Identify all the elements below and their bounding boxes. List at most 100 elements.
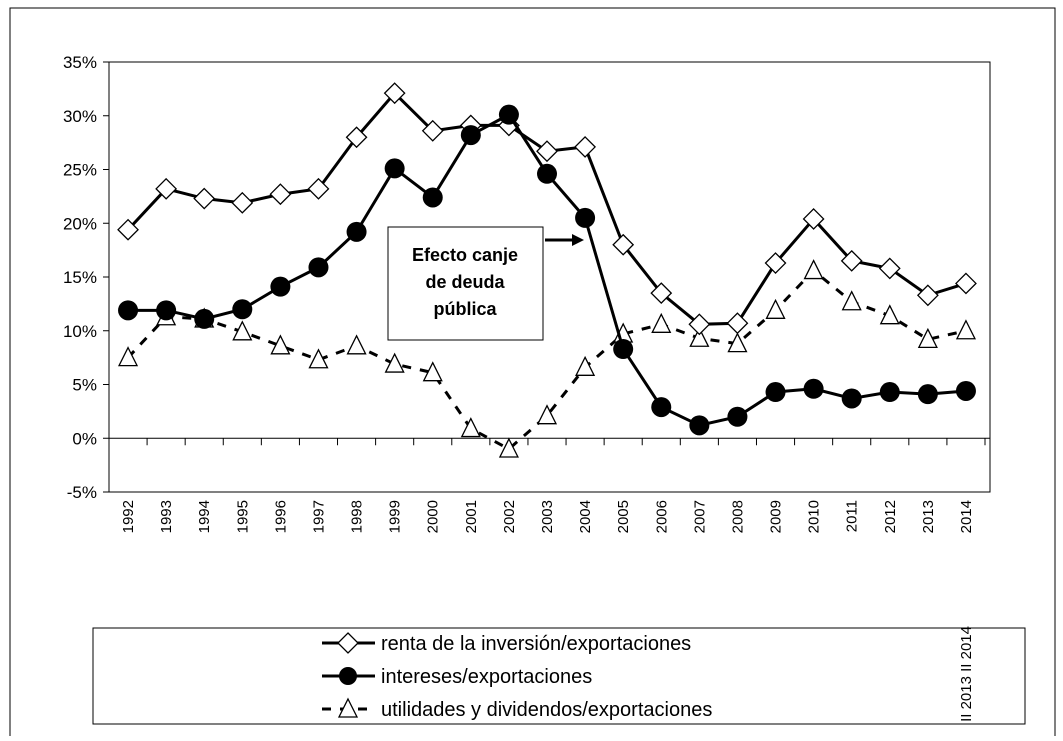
y-tick-label: -5% xyxy=(67,483,97,502)
x-tick-label: 1997 xyxy=(310,500,327,533)
triangle-marker xyxy=(575,355,596,376)
legend-label: intereses/exportaciones xyxy=(381,666,592,688)
circle-marker xyxy=(765,382,786,403)
chart-frame xyxy=(9,7,1056,741)
triangle-marker xyxy=(460,417,481,438)
diamond-marker xyxy=(574,136,597,158)
y-tick-label: 10% xyxy=(63,322,97,341)
y-tick-label: 5% xyxy=(72,376,97,395)
diamond-marker xyxy=(840,249,863,272)
circle-marker xyxy=(613,339,634,360)
legend-label: renta de la inversión/exportaciones xyxy=(381,633,691,655)
triangle-marker xyxy=(117,346,139,367)
x-tick-label: 2013 xyxy=(920,500,937,533)
circle-marker xyxy=(841,388,862,409)
diamond-marker xyxy=(612,233,635,256)
circle-marker xyxy=(118,300,139,321)
annotation-text: pública xyxy=(433,299,497,319)
circle-marker xyxy=(651,397,672,418)
x-tick-label: 2002 xyxy=(501,500,518,533)
x-tick-label: 2007 xyxy=(691,500,708,533)
circle-marker xyxy=(689,415,710,436)
diamond-marker xyxy=(916,284,939,307)
annotation-text: de deuda xyxy=(425,272,505,292)
triangle-marker xyxy=(498,437,519,458)
legend-marker xyxy=(339,667,357,685)
y-tick-label: 15% xyxy=(63,268,97,287)
annotation-text: Efecto canje xyxy=(412,245,518,265)
triangle-marker xyxy=(689,326,710,347)
circle-marker xyxy=(537,163,557,184)
triangle-marker xyxy=(803,259,824,280)
triangle-marker xyxy=(232,320,253,341)
triangle-marker xyxy=(308,348,329,369)
x-tick-label: 2012 xyxy=(882,500,899,533)
x-tick-label: 2003 xyxy=(539,500,556,533)
diamond-marker xyxy=(878,257,901,280)
x-tick-label: 2004 xyxy=(577,500,594,533)
diamond-marker xyxy=(231,191,254,214)
circle-marker xyxy=(879,382,900,403)
x-tick-label: 2014 xyxy=(958,500,975,533)
circle-marker xyxy=(384,158,405,179)
diamond-marker xyxy=(536,140,558,163)
triangle-marker xyxy=(841,290,862,311)
x-tick-label: 1993 xyxy=(158,500,175,533)
circle-marker xyxy=(727,406,748,427)
triangle-marker xyxy=(346,334,367,355)
diamond-marker xyxy=(688,313,711,336)
x-tick-label: 1992 xyxy=(120,500,137,533)
triangle-marker xyxy=(955,319,977,340)
diamond-marker xyxy=(802,208,825,230)
x-tick-label: 2006 xyxy=(653,500,670,533)
diamond-marker xyxy=(269,183,292,206)
legend-marker xyxy=(337,632,359,654)
y-tick-label: 30% xyxy=(63,107,97,126)
triangle-marker xyxy=(917,327,938,349)
circle-marker xyxy=(308,257,329,278)
circle-marker xyxy=(346,221,367,242)
y-tick-label: 35% xyxy=(63,53,97,72)
x-tick-label: 2008 xyxy=(729,500,746,533)
y-tick-label: 25% xyxy=(63,161,97,180)
x-tick-label: 1994 xyxy=(196,500,213,533)
x-tick-label: 1995 xyxy=(234,500,251,533)
triangle-marker xyxy=(765,298,786,319)
circle-marker xyxy=(156,300,177,321)
circle-marker xyxy=(460,125,481,146)
legend-label: utilidades y dividendos/exportaciones xyxy=(381,699,712,721)
x-tick-label: 2009 xyxy=(768,500,785,533)
circle-marker xyxy=(270,276,291,297)
circle-marker xyxy=(232,299,253,320)
diamond-marker xyxy=(383,82,406,105)
triangle-marker xyxy=(384,352,405,373)
triangle-marker xyxy=(536,404,558,425)
y-tick-label: 0% xyxy=(72,429,97,448)
triangle-marker xyxy=(270,334,291,355)
triangle-marker xyxy=(422,361,443,382)
circle-marker xyxy=(955,380,976,401)
diamond-marker xyxy=(726,312,749,335)
x-tick-label: 2001 xyxy=(463,500,480,533)
diamond-marker xyxy=(421,119,444,142)
circle-marker xyxy=(194,308,215,329)
circle-marker xyxy=(917,384,938,405)
circle-marker xyxy=(575,207,596,228)
diamond-marker xyxy=(117,218,139,241)
triangle-marker xyxy=(879,304,900,325)
x-tick-label: 2000 xyxy=(425,500,442,533)
circle-marker xyxy=(498,104,519,125)
legend-marker xyxy=(337,697,359,718)
diamond-marker xyxy=(307,177,330,200)
x-tick-label: 1996 xyxy=(272,500,289,533)
x-tick-label: 1998 xyxy=(349,500,366,533)
diamond-marker xyxy=(650,282,673,305)
diamond-marker xyxy=(193,187,216,210)
x-tick-label: 2011 xyxy=(844,500,861,532)
series-line xyxy=(126,268,967,451)
annotation-box xyxy=(387,226,544,341)
x-tick-label: 1999 xyxy=(387,500,404,533)
triangle-marker xyxy=(651,312,672,333)
triangle-marker xyxy=(727,332,748,353)
